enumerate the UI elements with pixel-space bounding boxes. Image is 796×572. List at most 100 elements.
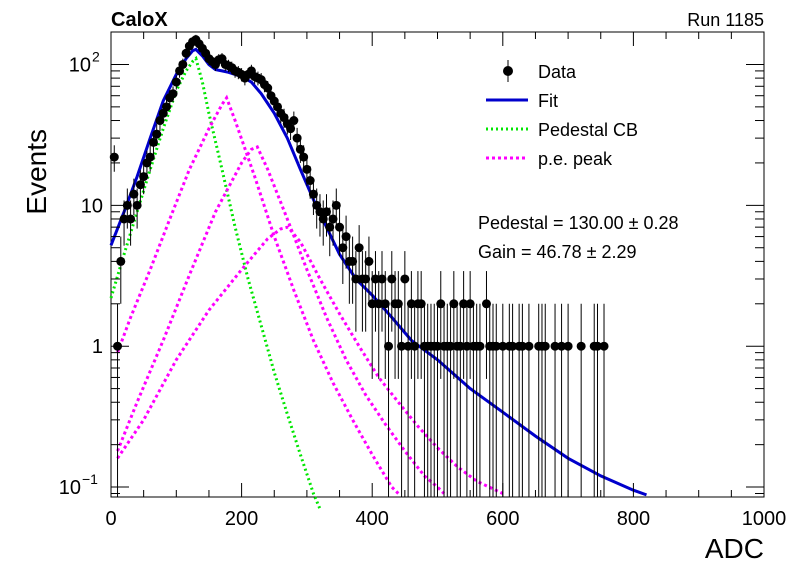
data-point [318,214,328,224]
legend-symbol-data [503,66,513,76]
data-point [119,214,129,224]
y-tick-label: 10 [69,54,91,76]
data-point [129,189,139,199]
data-point [168,89,178,99]
x-axis-title: ADC [705,533,764,564]
data-point [462,341,472,351]
data-point [563,341,573,351]
y-tick-exponent: −1 [82,471,98,487]
gain-stat: Gain = 46.78 ± 2.29 [478,242,637,262]
data-point [109,152,119,162]
data-point [351,274,361,284]
y-tick-exponent: 2 [92,48,100,64]
data-point [292,133,302,143]
data-point [155,116,165,126]
data-point [446,341,456,351]
data-point [393,299,403,309]
data-point [132,200,142,210]
data-point [508,341,518,351]
data-point [305,176,315,186]
x-tick-label: 0 [105,508,116,530]
pedestal-stat: Pedestal = 130.00 ± 0.28 [478,213,679,233]
data-point [406,299,416,309]
data-point [374,299,384,309]
data-point [135,180,145,190]
y-tick-label: 10 [59,477,81,499]
data-point [370,274,380,284]
curve-pedestal-cb [109,55,322,510]
data-point [498,341,508,351]
data-point [341,232,351,242]
data-points-layer [109,34,609,497]
data-point [162,102,172,112]
data-point [400,274,410,284]
data-point [592,341,602,351]
data-point [416,299,426,309]
data-point [455,341,465,351]
data-point [354,243,364,253]
data-point [576,341,586,351]
data-point [465,299,475,309]
experiment-label: CaloX [111,9,168,31]
x-tick-label: 400 [356,508,389,530]
data-point [126,214,136,224]
data-point [289,116,299,126]
data-point [387,274,397,284]
y-axis-title: Events [21,129,52,215]
data-point [361,274,371,284]
data-point [325,222,335,232]
data-point [449,299,459,309]
data-point [321,207,331,217]
data-point [377,274,387,284]
data-point [364,256,374,266]
curve-p-e-peak-3 [116,225,504,495]
data-point [524,341,534,351]
y-tick-label: 1 [92,336,103,358]
data-point [491,341,501,351]
curve-p-e-peak-1 [116,94,400,495]
x-tick-label: 600 [486,508,519,530]
data-point [433,341,442,351]
x-tick-label: 1000 [742,508,787,530]
data-point [315,207,325,217]
data-point [540,341,550,351]
x-tick-label: 800 [617,508,650,530]
data-point [295,144,305,154]
data-point [517,341,527,351]
data-point [299,152,309,162]
data-point [286,124,296,134]
legend-label: Fit [538,91,558,111]
data-point [367,299,377,309]
data-point [328,214,338,224]
data-point [145,152,155,162]
data-point [475,341,485,351]
data-point [308,189,318,199]
data-point [436,299,446,309]
x-axis: 0 200 400 600 800 1000 [105,32,786,530]
data-point [116,256,126,266]
data-point [384,341,394,351]
data-point [557,341,567,351]
data-point [348,256,358,266]
data-point [302,164,312,174]
data-point [331,200,341,210]
legend-label: p.e. peak [538,149,613,169]
data-point [139,172,149,182]
data-point [380,299,390,309]
data-point [152,129,162,139]
data-point [403,341,413,351]
data-point [599,341,609,351]
legend: Data Fit Pedestal CB p.e. peak [486,60,638,169]
data-point [178,59,188,69]
curve-p-e-peak-2 [116,144,446,495]
data-point [550,341,560,351]
data-point [263,83,273,93]
y-tick-label: 10 [81,195,103,217]
data-point [171,77,181,87]
legend-label: Data [538,62,577,82]
data-point [481,299,491,309]
x-tick-label: 200 [225,508,258,530]
data-point [338,243,348,253]
